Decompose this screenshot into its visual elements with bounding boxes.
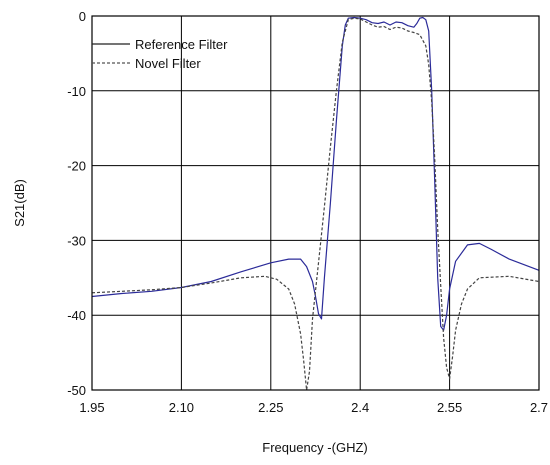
y-tick-label: -50 (67, 383, 86, 398)
x-tick-label: 2.25 (258, 400, 283, 415)
x-axis-label: Frequency -(GHZ) (262, 440, 367, 455)
x-tick-label: 2.55 (437, 400, 462, 415)
x-tick-label: 2.10 (169, 400, 194, 415)
series-layer (91, 16, 540, 391)
y-tick-label: 0 (79, 9, 86, 24)
y-tick-label: -30 (67, 233, 86, 248)
legend-label-reference: Reference Filter (135, 37, 228, 52)
x-tick-label: 1.95 (79, 400, 104, 415)
x-tick-label: 2.7 (530, 400, 548, 415)
series-line-novel (91, 17, 540, 391)
legend-label-novel: Novel Filter (135, 56, 201, 71)
plot-frame (91, 15, 540, 391)
legend: Reference Filter Novel Filter (92, 37, 228, 71)
y-tick-label: -40 (67, 308, 86, 323)
tick-labels: 1.95 2.10 2.25 2.4 2.55 2.7 0 -10 -20 -30 -40 -50 (67, 9, 548, 415)
x-tick-label: 2.4 (351, 400, 369, 415)
grid (92, 16, 539, 390)
y-tick-label: -20 (67, 159, 86, 174)
y-tick-label: -10 (67, 84, 86, 99)
y-axis-label: S21(dB) (12, 179, 27, 227)
